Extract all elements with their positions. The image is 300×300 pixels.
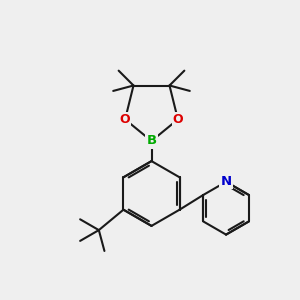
Text: O: O [120,113,130,126]
Text: N: N [220,175,232,188]
Text: B: B [146,134,157,148]
Text: O: O [172,113,183,126]
